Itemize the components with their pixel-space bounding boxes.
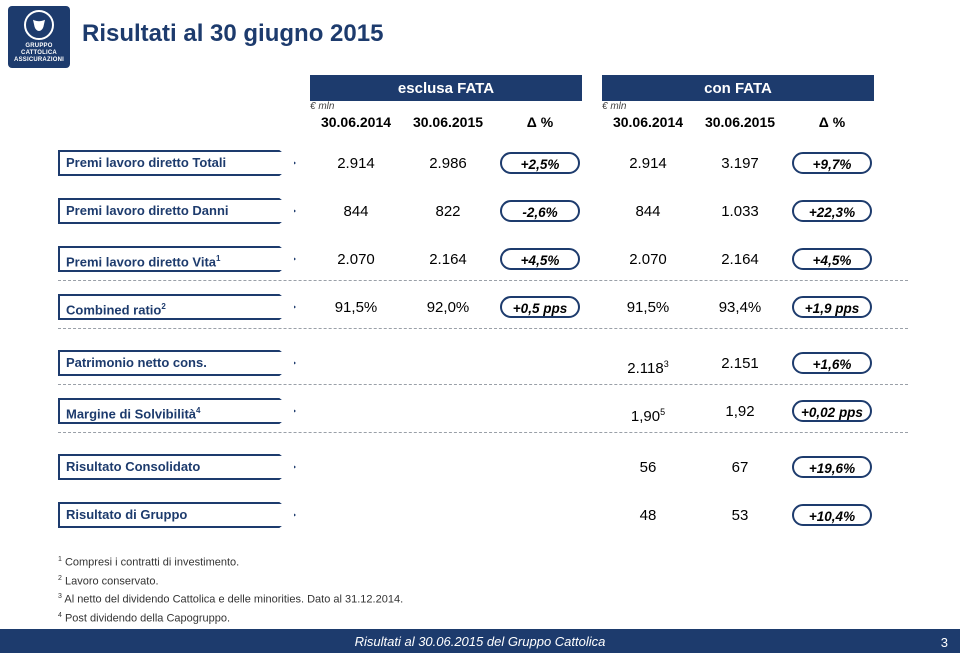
delta-pill: -2,6% [500, 200, 580, 222]
cell-value: 2.164 [408, 240, 488, 280]
cell-value: 2.914 [316, 144, 396, 184]
footnote: 1 Compresi i contratti di investimento. [58, 552, 403, 571]
delta-pill: +1,9 pps [792, 296, 872, 318]
cell-value: 2.070 [608, 240, 688, 280]
cell-value: 2.164 [700, 240, 780, 280]
cell-value: 844 [316, 192, 396, 232]
cell-value: 1,92 [700, 392, 780, 432]
row-label: Premi lavoro diretto Vita1 [58, 246, 296, 272]
table-row: Margine di Solvibilità4 1,905 1,92 +0,02 pp… [58, 392, 908, 432]
footer-bar: Risultati al 30.06.2015 del Gruppo Catto… [0, 629, 960, 653]
col-header-delta-b: Δ % [792, 114, 872, 130]
cell-value: 2.914 [608, 144, 688, 184]
brand-logo: GRUPPO CATTOLICA ASSICURAZIONI [8, 6, 70, 68]
data-rows: Premi lavoro diretto Totali 2.914 2.986 2.9… [58, 144, 908, 544]
cell-value: 91,5% [316, 288, 396, 328]
cell-value: 53 [700, 496, 780, 536]
group-header-esclusa: esclusa FATA [310, 75, 582, 101]
footnote: 4 Post dividendo della Capogruppo. [58, 608, 403, 627]
cell-value: 67 [700, 448, 780, 488]
page-title: Risultati al 30 giugno 2015 [82, 20, 383, 48]
delta-pill: +2,5% [500, 152, 580, 174]
logo-text: GRUPPO CATTOLICA ASSICURAZIONI [14, 43, 64, 64]
row-label: Margine di Solvibilità4 [58, 398, 296, 424]
cell-value: 2.070 [316, 240, 396, 280]
cell-value: 844 [608, 192, 688, 232]
footnote: 2 Lavoro conservato. [58, 571, 403, 590]
table-row: Premi lavoro diretto Danni 844 822 844 1.033… [58, 192, 908, 232]
cell-value: 2.151 [700, 344, 780, 384]
table-row: Premi lavoro diretto Vita1 2.070 2.164 2.07… [58, 240, 908, 280]
col-header-2014-b: 30.06.2014 [608, 114, 688, 130]
footer-text: Risultati al 30.06.2015 del Gruppo Catto… [355, 634, 606, 649]
row-label: Risultato di Gruppo [58, 502, 296, 528]
delta-pill: +22,3% [792, 200, 872, 222]
row-label: Risultato Consolidato [58, 454, 296, 480]
row-label: Patrimonio netto cons. [58, 350, 296, 376]
delta-pill: +10,4% [792, 504, 872, 526]
cell-value: 91,5% [608, 288, 688, 328]
table-row: Risultato Consolidato 56 67 +19,6% [58, 448, 908, 488]
cell-value: 48 [608, 496, 688, 536]
cell-value: 822 [408, 192, 488, 232]
row-label: Premi lavoro diretto Danni [58, 198, 296, 224]
cell-value: 3.197 [700, 144, 780, 184]
delta-pill: +0,5 pps [500, 296, 580, 318]
cell-value: 2.1183 [608, 344, 688, 384]
table-row: Combined ratio2 91,5% 92,0% 91,5% 93,4% +0,5 … [58, 288, 908, 328]
col-header-2015-b: 30.06.2015 [700, 114, 780, 130]
col-header-delta-a: Δ % [500, 114, 580, 130]
cell-value: 1,905 [608, 392, 688, 432]
delta-pill: +4,5% [500, 248, 580, 270]
row-label: Premi lavoro diretto Totali [58, 150, 296, 176]
delta-pill: +0,02 pps [792, 400, 872, 422]
logo-emblem [24, 10, 54, 40]
delta-pill: +1,6% [792, 352, 872, 374]
col-header-2015-a: 30.06.2015 [408, 114, 488, 130]
unit-label-a: € mln [310, 101, 334, 112]
table-row: Premi lavoro diretto Totali 2.914 2.986 2.9… [58, 144, 908, 184]
delta-pill: +4,5% [792, 248, 872, 270]
row-label: Combined ratio2 [58, 294, 296, 320]
cell-value: 93,4% [700, 288, 780, 328]
cell-value: 2.986 [408, 144, 488, 184]
cell-value: 92,0% [408, 288, 488, 328]
table-row: Patrimonio netto cons. 2.1183 2.151 +1,6% [58, 344, 908, 384]
unit-label-b: € mln [602, 101, 626, 112]
cell-value: 56 [608, 448, 688, 488]
group-header-con: con FATA [602, 75, 874, 101]
delta-pill: +19,6% [792, 456, 872, 478]
table-row: Risultato di Gruppo 48 53 +10,4% [58, 496, 908, 536]
delta-pill: +9,7% [792, 152, 872, 174]
col-header-2014-a: 30.06.2014 [316, 114, 396, 130]
page-number: 3 [941, 635, 948, 650]
footnote: 3 Al netto del dividendo Cattolica e del… [58, 589, 403, 608]
cell-value: 1.033 [700, 192, 780, 232]
